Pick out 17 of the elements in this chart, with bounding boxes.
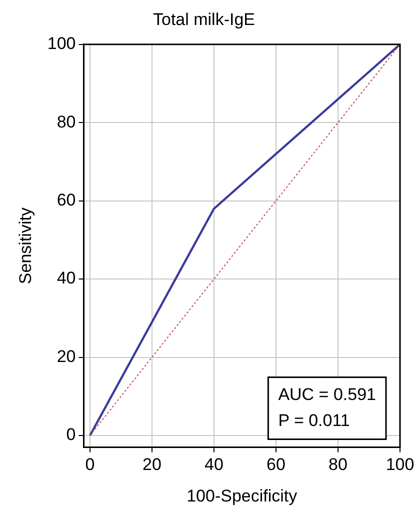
x-tick-label: 100 (386, 455, 414, 474)
x-tick-label: 80 (328, 455, 348, 474)
y-axis-title: Sensitivity (16, 207, 35, 284)
x-axis-title: 100-Specificity (186, 486, 298, 506)
x-tick-label: 40 (204, 455, 224, 474)
x-tick-label: 60 (266, 455, 286, 474)
x-tick-label: 20 (142, 455, 162, 474)
y-tick-label: 20 (56, 346, 76, 366)
y-tick-label: 80 (56, 112, 76, 132)
y-tick-label: 0 (66, 425, 76, 444)
x-tick-label: 0 (85, 455, 95, 474)
y-tick-label: 100 (47, 34, 76, 54)
y-tick-label: 60 (56, 190, 76, 210)
annotation: P = 0.011 (278, 410, 350, 430)
annotation: AUC = 0.591 (278, 384, 376, 404)
chart-title: Total milk-IgE (152, 10, 256, 29)
y-tick-label: 40 (56, 268, 76, 288)
